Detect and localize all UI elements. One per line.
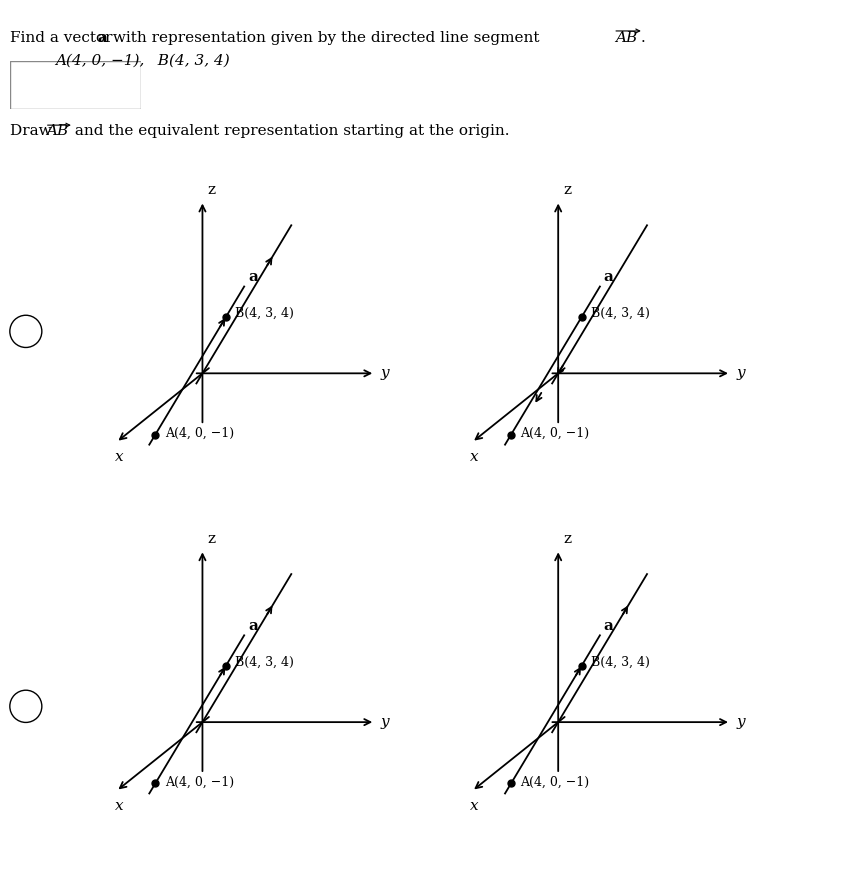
Point: [575, 310, 589, 324]
Text: x: x: [114, 799, 123, 813]
Text: a: a: [604, 270, 614, 284]
Text: y: y: [736, 366, 745, 380]
Text: y: y: [380, 366, 390, 380]
Point: [504, 427, 518, 441]
Text: AB: AB: [615, 31, 637, 44]
Text: Draw: Draw: [10, 124, 57, 138]
Text: z: z: [208, 183, 215, 197]
Text: a: a: [248, 619, 258, 633]
Text: a: a: [604, 619, 614, 633]
Point: [148, 776, 162, 790]
Point: [575, 658, 589, 672]
Point: [219, 658, 233, 672]
Text: B(4, 3, 4): B(4, 3, 4): [591, 307, 650, 320]
Text: B(4, 3, 4): B(4, 3, 4): [235, 307, 294, 320]
Text: and the equivalent representation starting at the origin.: and the equivalent representation starti…: [70, 124, 510, 138]
Point: [148, 427, 162, 441]
Text: y: y: [380, 715, 390, 729]
Text: x: x: [470, 799, 479, 813]
Text: x: x: [470, 450, 479, 464]
Text: B(4, 3, 4): B(4, 3, 4): [591, 656, 650, 669]
Text: A(4, 0, −1): A(4, 0, −1): [165, 776, 234, 788]
Text: .: .: [640, 31, 645, 44]
Text: A(4, 0, −1): A(4, 0, −1): [521, 776, 590, 788]
Text: z: z: [208, 532, 215, 546]
Text: z: z: [563, 532, 571, 546]
Text: B(4, 3, 4): B(4, 3, 4): [148, 54, 230, 68]
Text: AB: AB: [47, 124, 69, 138]
Text: B(4, 3, 4): B(4, 3, 4): [235, 656, 294, 669]
Text: Find a vector: Find a vector: [10, 31, 118, 44]
Text: z: z: [563, 183, 571, 197]
Text: A(4, 0, −1): A(4, 0, −1): [521, 427, 590, 439]
Text: A(4, 0, −1): A(4, 0, −1): [165, 427, 234, 439]
Text: A(4, 0, −1),: A(4, 0, −1),: [55, 54, 145, 68]
Text: y: y: [736, 715, 745, 729]
Point: [219, 310, 233, 324]
Text: a: a: [248, 270, 258, 284]
Text: with representation given by the directed line segment: with representation given by the directe…: [108, 31, 545, 44]
Point: [504, 776, 518, 790]
Text: x: x: [114, 450, 123, 464]
Text: a: a: [97, 31, 108, 44]
